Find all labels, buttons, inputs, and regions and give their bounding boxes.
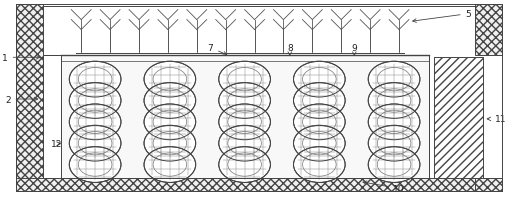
Text: 2: 2 bbox=[5, 95, 38, 104]
Bar bbox=[16, 5, 44, 191]
Ellipse shape bbox=[219, 62, 270, 98]
Ellipse shape bbox=[144, 62, 196, 98]
Ellipse shape bbox=[368, 104, 420, 140]
Ellipse shape bbox=[294, 147, 345, 183]
Ellipse shape bbox=[219, 126, 270, 161]
Ellipse shape bbox=[294, 62, 345, 98]
Bar bbox=[474, 5, 502, 56]
Ellipse shape bbox=[144, 147, 196, 183]
Ellipse shape bbox=[69, 83, 121, 119]
Ellipse shape bbox=[294, 104, 345, 140]
Ellipse shape bbox=[69, 104, 121, 140]
Bar bbox=[434, 58, 483, 179]
Text: 10: 10 bbox=[363, 181, 405, 193]
Text: 11: 11 bbox=[487, 115, 506, 124]
Ellipse shape bbox=[368, 147, 420, 183]
Text: 12: 12 bbox=[51, 140, 62, 148]
Text: 9: 9 bbox=[352, 44, 357, 56]
Ellipse shape bbox=[144, 126, 196, 161]
Text: 8: 8 bbox=[287, 44, 293, 56]
Bar bbox=[44, 56, 61, 179]
Bar bbox=[44, 56, 429, 179]
Bar bbox=[474, 179, 502, 191]
Ellipse shape bbox=[368, 126, 420, 161]
Ellipse shape bbox=[144, 83, 196, 119]
Ellipse shape bbox=[294, 83, 345, 119]
Ellipse shape bbox=[219, 147, 270, 183]
Text: 5: 5 bbox=[413, 10, 471, 23]
Ellipse shape bbox=[69, 147, 121, 183]
Text: 7: 7 bbox=[208, 44, 227, 56]
Ellipse shape bbox=[368, 62, 420, 98]
Ellipse shape bbox=[219, 104, 270, 140]
Text: 1: 1 bbox=[2, 54, 40, 62]
Ellipse shape bbox=[368, 83, 420, 119]
Ellipse shape bbox=[219, 83, 270, 119]
Bar bbox=[16, 179, 502, 191]
Ellipse shape bbox=[69, 126, 121, 161]
Ellipse shape bbox=[294, 126, 345, 161]
Ellipse shape bbox=[69, 62, 121, 98]
Ellipse shape bbox=[144, 104, 196, 140]
